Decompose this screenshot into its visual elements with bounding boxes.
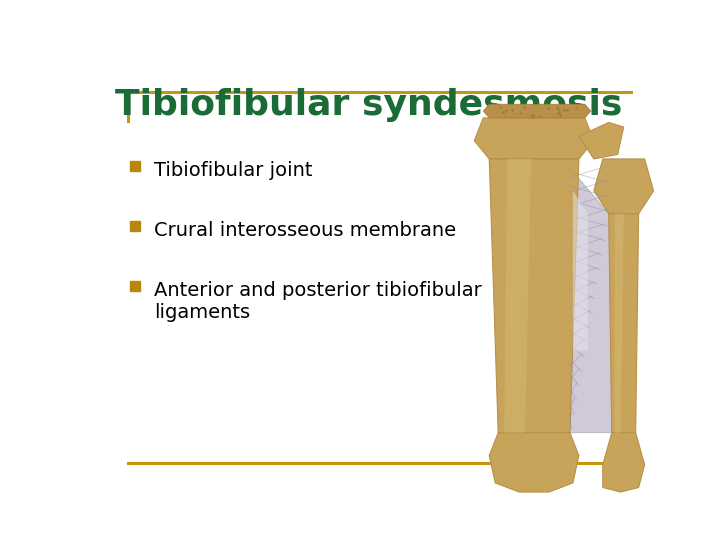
Text: Anterior and posterior tibiofibular
ligaments: Anterior and posterior tibiofibular liga… bbox=[154, 281, 482, 322]
Polygon shape bbox=[603, 433, 644, 492]
Bar bbox=[130, 161, 140, 171]
Text: Tibiofibular joint: Tibiofibular joint bbox=[154, 161, 312, 180]
Bar bbox=[130, 221, 140, 231]
Polygon shape bbox=[570, 168, 612, 433]
Polygon shape bbox=[490, 433, 579, 492]
Polygon shape bbox=[483, 104, 591, 118]
Polygon shape bbox=[573, 191, 588, 350]
Text: Crural interosseous membrane: Crural interosseous membrane bbox=[154, 221, 456, 240]
Text: Tibiofibular syndesmosis: Tibiofibular syndesmosis bbox=[115, 87, 623, 122]
Polygon shape bbox=[609, 214, 639, 433]
Polygon shape bbox=[474, 118, 594, 159]
Bar bbox=[130, 281, 140, 292]
Polygon shape bbox=[594, 159, 654, 214]
Polygon shape bbox=[615, 214, 624, 433]
Polygon shape bbox=[490, 159, 579, 433]
Polygon shape bbox=[504, 159, 531, 433]
Polygon shape bbox=[579, 123, 624, 159]
